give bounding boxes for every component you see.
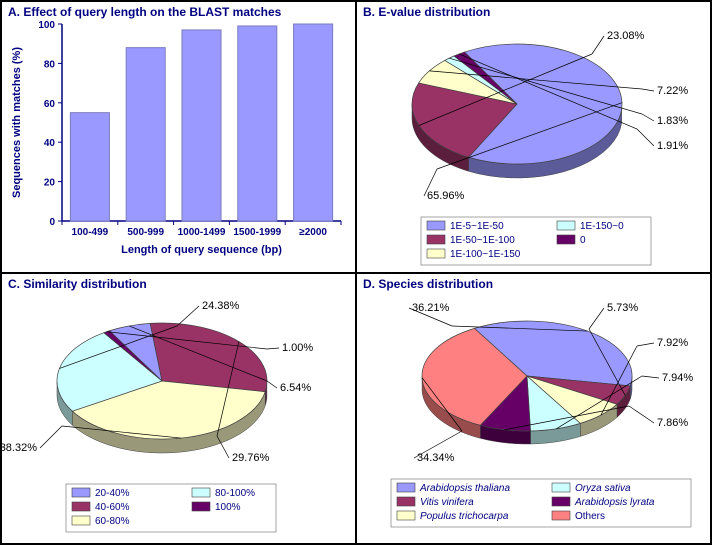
- panel-d-title: D. Species distribution: [357, 274, 710, 291]
- svg-text:1.91%: 1.91%: [657, 140, 688, 152]
- svg-text:Length of query sequence (bp): Length of query sequence (bp): [121, 244, 282, 256]
- svg-text:7.22%: 7.22%: [657, 85, 688, 97]
- svg-text:0: 0: [49, 217, 55, 228]
- svg-text:24.38%: 24.38%: [202, 300, 240, 312]
- panel-b-title: B. E-value distribution: [357, 2, 710, 19]
- svg-text:Vitis vinifera: Vitis vinifera: [420, 497, 474, 508]
- svg-text:Arabidopsis lyrata: Arabidopsis lyrata: [574, 497, 655, 508]
- svg-text:100%: 100%: [215, 502, 241, 513]
- svg-text:40-60%: 40-60%: [95, 502, 130, 513]
- bar-chart-a: 0 20 40 60 80 100 100-499 500-999 1000-1499 1500-…: [2, 19, 356, 271]
- panel-c-title: C. Similarity distribution: [2, 274, 355, 291]
- svg-text:1E-150~0: 1E-150~0: [580, 221, 624, 232]
- svg-text:0: 0: [580, 235, 586, 246]
- pie-chart-c: 6.54% 29.76% 38.32% 24.38% 1.00% 20-40% 40-60%…: [2, 291, 356, 543]
- svg-text:Sequences with matches (%): Sequences with matches (%): [11, 47, 23, 198]
- svg-text:1E-5~1E-50: 1E-5~1E-50: [450, 221, 504, 232]
- svg-text:1000-1499: 1000-1499: [178, 227, 226, 238]
- panel-d: D. Species distribution 36.21% 5.73% 7.92%…: [356, 273, 711, 545]
- pie-chart-b: 65.96% 23.08% 7.22% 1.83% 1.91% 1E-5~1E-50 1E-…: [357, 19, 711, 271]
- svg-text:100: 100: [38, 20, 55, 31]
- svg-text:1E-50~1E-100: 1E-50~1E-100: [450, 235, 515, 246]
- svg-text:80: 80: [44, 59, 56, 70]
- svg-text:5.73%: 5.73%: [607, 302, 638, 314]
- panel-a-title: A. Effect of query length on the BLAST m…: [2, 2, 355, 19]
- svg-text:34.34%: 34.34%: [417, 452, 455, 464]
- svg-text:38.32%: 38.32%: [2, 442, 37, 454]
- svg-text:60: 60: [44, 99, 56, 110]
- svg-text:500-999: 500-999: [127, 227, 164, 238]
- svg-text:20-40%: 20-40%: [95, 488, 130, 499]
- panel-a: A. Effect of query length on the BLAST m…: [1, 1, 356, 273]
- svg-text:1500-1999: 1500-1999: [233, 227, 281, 238]
- svg-text:1.00%: 1.00%: [282, 342, 313, 354]
- panel-b: B. E-value distribution 65.96% 23.08% 7.22…: [356, 1, 711, 273]
- svg-text:6.54%: 6.54%: [280, 382, 311, 394]
- svg-text:20: 20: [44, 178, 56, 189]
- svg-text:Others: Others: [575, 511, 605, 522]
- panel-c: C. Similarity distribution 6.54% 29.76% 38…: [1, 273, 356, 545]
- svg-text:7.92%: 7.92%: [657, 337, 688, 349]
- pie-chart-d: 36.21% 5.73% 7.92% 7.94% 7.86% 34.34% Arabidop…: [357, 291, 711, 543]
- svg-text:Populus trichocarpa: Populus trichocarpa: [420, 511, 509, 522]
- svg-text:80-100%: 80-100%: [215, 488, 255, 499]
- svg-text:23.08%: 23.08%: [607, 30, 645, 42]
- svg-text:100-499: 100-499: [72, 227, 109, 238]
- svg-text:≥2000: ≥2000: [299, 227, 327, 238]
- svg-text:1E-100~1E-150: 1E-100~1E-150: [450, 249, 521, 260]
- figure-container: A. Effect of query length on the BLAST m…: [0, 0, 712, 545]
- svg-text:36.21%: 36.21%: [412, 302, 450, 314]
- svg-text:7.94%: 7.94%: [662, 372, 693, 384]
- svg-text:29.76%: 29.76%: [232, 452, 270, 464]
- svg-text:Oryza sativa: Oryza sativa: [575, 483, 631, 494]
- svg-text:40: 40: [44, 138, 56, 149]
- svg-text:Arabidopsis thaliana: Arabidopsis thaliana: [419, 483, 510, 494]
- svg-text:7.86%: 7.86%: [657, 417, 688, 429]
- svg-text:65.96%: 65.96%: [427, 190, 465, 202]
- svg-text:1.83%: 1.83%: [657, 115, 688, 127]
- svg-text:60-80%: 60-80%: [95, 516, 130, 527]
